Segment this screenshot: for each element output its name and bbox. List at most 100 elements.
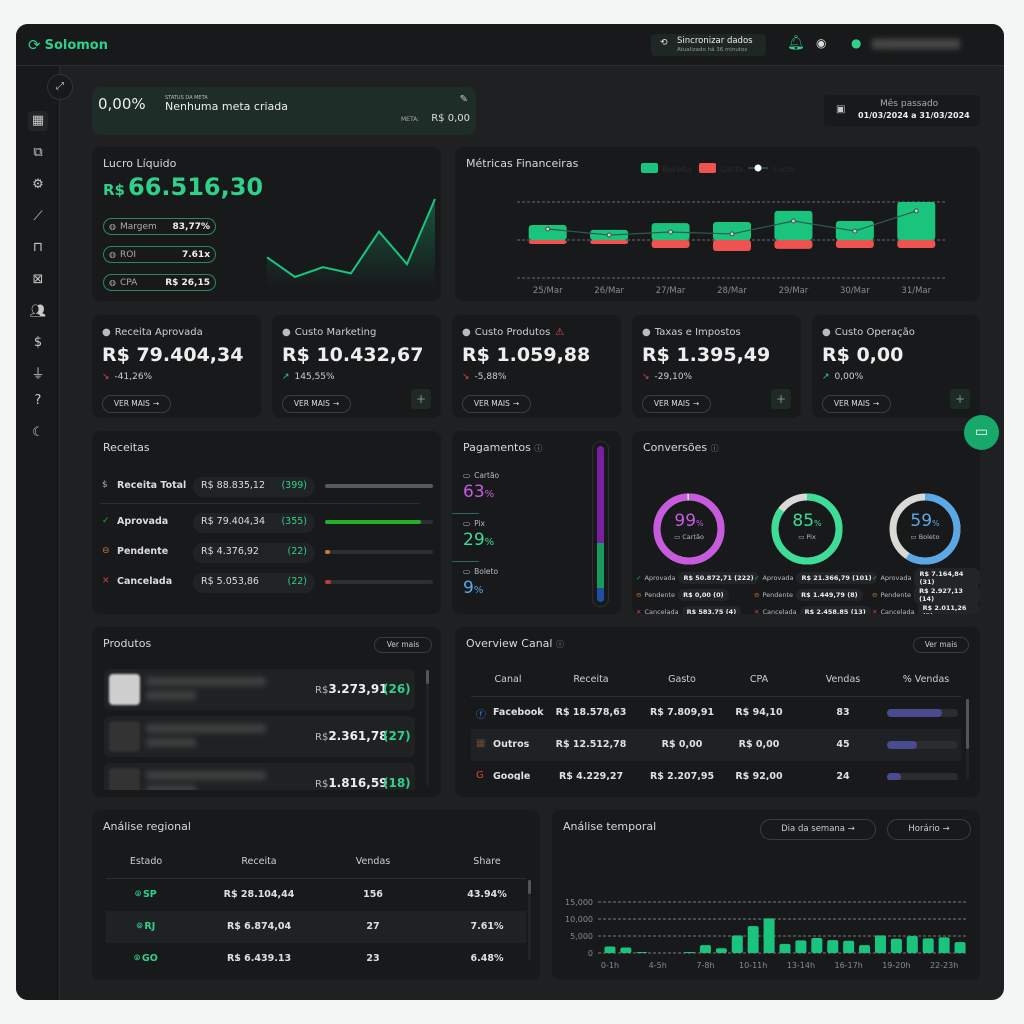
scrollbar[interactable]	[528, 880, 531, 960]
legend-label[interactable]: Receita	[662, 165, 692, 174]
legend-label[interactable]: Lucro	[773, 165, 795, 174]
bar-21-22h[interactable]	[922, 938, 934, 953]
bar-receita[interactable]	[528, 224, 567, 240]
product-item[interactable]: R$1.816,59 (18)	[104, 763, 415, 790]
lucro-point[interactable]	[729, 231, 735, 237]
bar-16-17h[interactable]	[843, 940, 855, 953]
horario-button[interactable]: Horário →	[887, 819, 971, 840]
bar-8-9h[interactable]	[715, 948, 727, 953]
column-header[interactable]: CPA	[749, 674, 769, 685]
bar-1-2h[interactable]	[620, 947, 632, 953]
analytics-icon[interactable]: ⟋	[33, 209, 43, 224]
ver-mais-button[interactable]: VER MAIS →	[822, 395, 891, 413]
lucro-point[interactable]	[913, 208, 919, 214]
table-row-outros[interactable]: ▦ Outros R$ 12.512,78 R$ 0,00 R$ 0,00 45	[471, 729, 961, 761]
bar-12-13h[interactable]	[779, 943, 791, 953]
logo[interactable]: ⟳ Solomon	[28, 36, 108, 54]
shopping-bag-icon[interactable]: ⊓	[32, 240, 44, 255]
column-header[interactable]: Gasto	[668, 674, 696, 685]
bell-icon[interactable]: 🔔︎	[787, 35, 805, 51]
table-row-go[interactable]: ⌾ GO R$ 6.439,13 23 6.48%	[106, 943, 526, 961]
bar-11-12h[interactable]	[763, 918, 775, 953]
dashboard-icon[interactable]: ▦	[28, 111, 48, 131]
bar-2-3h[interactable]	[636, 951, 648, 953]
ver-mais-button[interactable]: Ver mais	[913, 637, 969, 653]
column-header[interactable]: % Vendas	[902, 674, 950, 685]
bar-receita[interactable]	[774, 210, 813, 240]
box-icon[interactable]: ⊠	[32, 272, 44, 287]
eye-icon[interactable]: ◉	[816, 36, 827, 50]
lucro-point[interactable]	[790, 218, 796, 224]
column-header[interactable]: Receita	[241, 856, 277, 867]
scrollbar[interactable]	[426, 670, 429, 785]
table-row-rj[interactable]: ⌾ RJ R$ 6.874,04 27 7.61%	[106, 911, 526, 943]
table-row-sp[interactable]: ⌾ SP R$ 28.104,44 156 43.94%	[106, 879, 526, 911]
reports-icon[interactable]: ⧉	[33, 145, 43, 160]
edit-icon[interactable]: ✎	[459, 94, 468, 105]
expand-sidebar-button[interactable]: ⤢	[47, 74, 73, 100]
add-button[interactable]: +	[771, 389, 791, 409]
bar-gasto[interactable]	[528, 240, 567, 244]
bar-22-23h[interactable]	[938, 937, 950, 953]
bar-7-8h[interactable]	[699, 945, 711, 953]
refund-icon[interactable]: $	[33, 335, 43, 350]
ver-mais-button[interactable]: VER MAIS →	[102, 395, 171, 413]
bar-gasto[interactable]	[897, 240, 936, 248]
legend-label[interactable]: Gasto	[720, 165, 743, 174]
gear-icon[interactable]: ⚙	[32, 177, 44, 192]
product-item[interactable]: R$3.273,91 (26)	[104, 669, 415, 710]
sync-button[interactable]: ⟲ Sincronizar dados Atualizado há 36 min…	[651, 34, 766, 56]
legend-marker-lucro[interactable]	[754, 164, 762, 172]
legend-swatch-gasto[interactable]	[699, 163, 716, 173]
column-header[interactable]: Estado	[129, 856, 163, 867]
column-header[interactable]: Receita	[573, 674, 609, 685]
plug-icon[interactable]: ⏚	[31, 367, 45, 382]
bar-17-18h[interactable]	[859, 945, 871, 953]
help-icon[interactable]: ?	[34, 393, 42, 408]
bar-receita[interactable]	[713, 221, 751, 240]
column-header[interactable]: Vendas	[825, 674, 861, 685]
add-button[interactable]: +	[411, 389, 431, 409]
legend-swatch-receita[interactable]	[641, 163, 658, 173]
column-header[interactable]: Canal	[494, 674, 522, 685]
bar-gasto[interactable]	[774, 240, 813, 249]
table-row-google[interactable]: G Google R$ 4.229,27 R$ 2.207,95 R$ 92,00 24	[471, 761, 961, 780]
bar-gasto[interactable]	[590, 240, 629, 244]
info-icon[interactable]: ⓘ	[710, 444, 719, 453]
bar-6-7h[interactable]	[684, 951, 696, 953]
ver-mais-button[interactable]: VER MAIS →	[282, 395, 351, 413]
chat-support-button[interactable]: ▭	[964, 415, 999, 450]
users-icon[interactable]: 👥︎	[29, 304, 47, 319]
ver-mais-button[interactable]: VER MAIS →	[462, 395, 531, 413]
lucro-point[interactable]	[606, 232, 612, 238]
bar-gasto[interactable]	[713, 240, 751, 252]
lucro-point[interactable]	[852, 228, 858, 234]
add-button[interactable]: +	[950, 389, 970, 409]
ver-mais-button[interactable]: Ver mais	[374, 637, 432, 653]
info-icon[interactable]: ⓘ	[555, 640, 564, 649]
table-row-facebook[interactable]: ⓕ Facebook R$ 18.578,63 R$ 7.809,91 R$ 94,10…	[471, 697, 961, 729]
bar-9-10h[interactable]	[731, 935, 743, 953]
bar-14-15h[interactable]	[811, 938, 823, 953]
bar-gasto[interactable]	[651, 240, 690, 248]
user-icon[interactable]: ●	[851, 36, 862, 50]
lucro-point[interactable]	[545, 226, 551, 232]
bar-10-11h[interactable]	[747, 926, 759, 953]
bar-receita[interactable]	[897, 202, 936, 240]
product-item[interactable]: R$2.361,78 (27)	[104, 716, 415, 757]
lucro-point[interactable]	[668, 229, 674, 235]
bar-15-16h[interactable]	[827, 940, 839, 953]
column-header[interactable]: Share	[473, 856, 501, 867]
dia-da-semana-button[interactable]: Dia da semana →	[760, 819, 876, 840]
bar-19-20h[interactable]	[890, 938, 902, 953]
column-header[interactable]: Vendas	[355, 856, 391, 867]
bar-0-1h[interactable]	[604, 946, 616, 953]
moon-icon[interactable]: ☾	[32, 425, 44, 440]
ver-mais-button[interactable]: VER MAIS →	[642, 395, 711, 413]
bar-20-21h[interactable]	[906, 936, 918, 953]
bar-13-14h[interactable]	[795, 940, 807, 953]
user-name-blurred[interactable]	[872, 39, 960, 49]
bar-gasto[interactable]	[835, 240, 874, 248]
info-icon[interactable]: ⓘ	[534, 444, 543, 453]
scrollbar[interactable]	[966, 699, 969, 779]
